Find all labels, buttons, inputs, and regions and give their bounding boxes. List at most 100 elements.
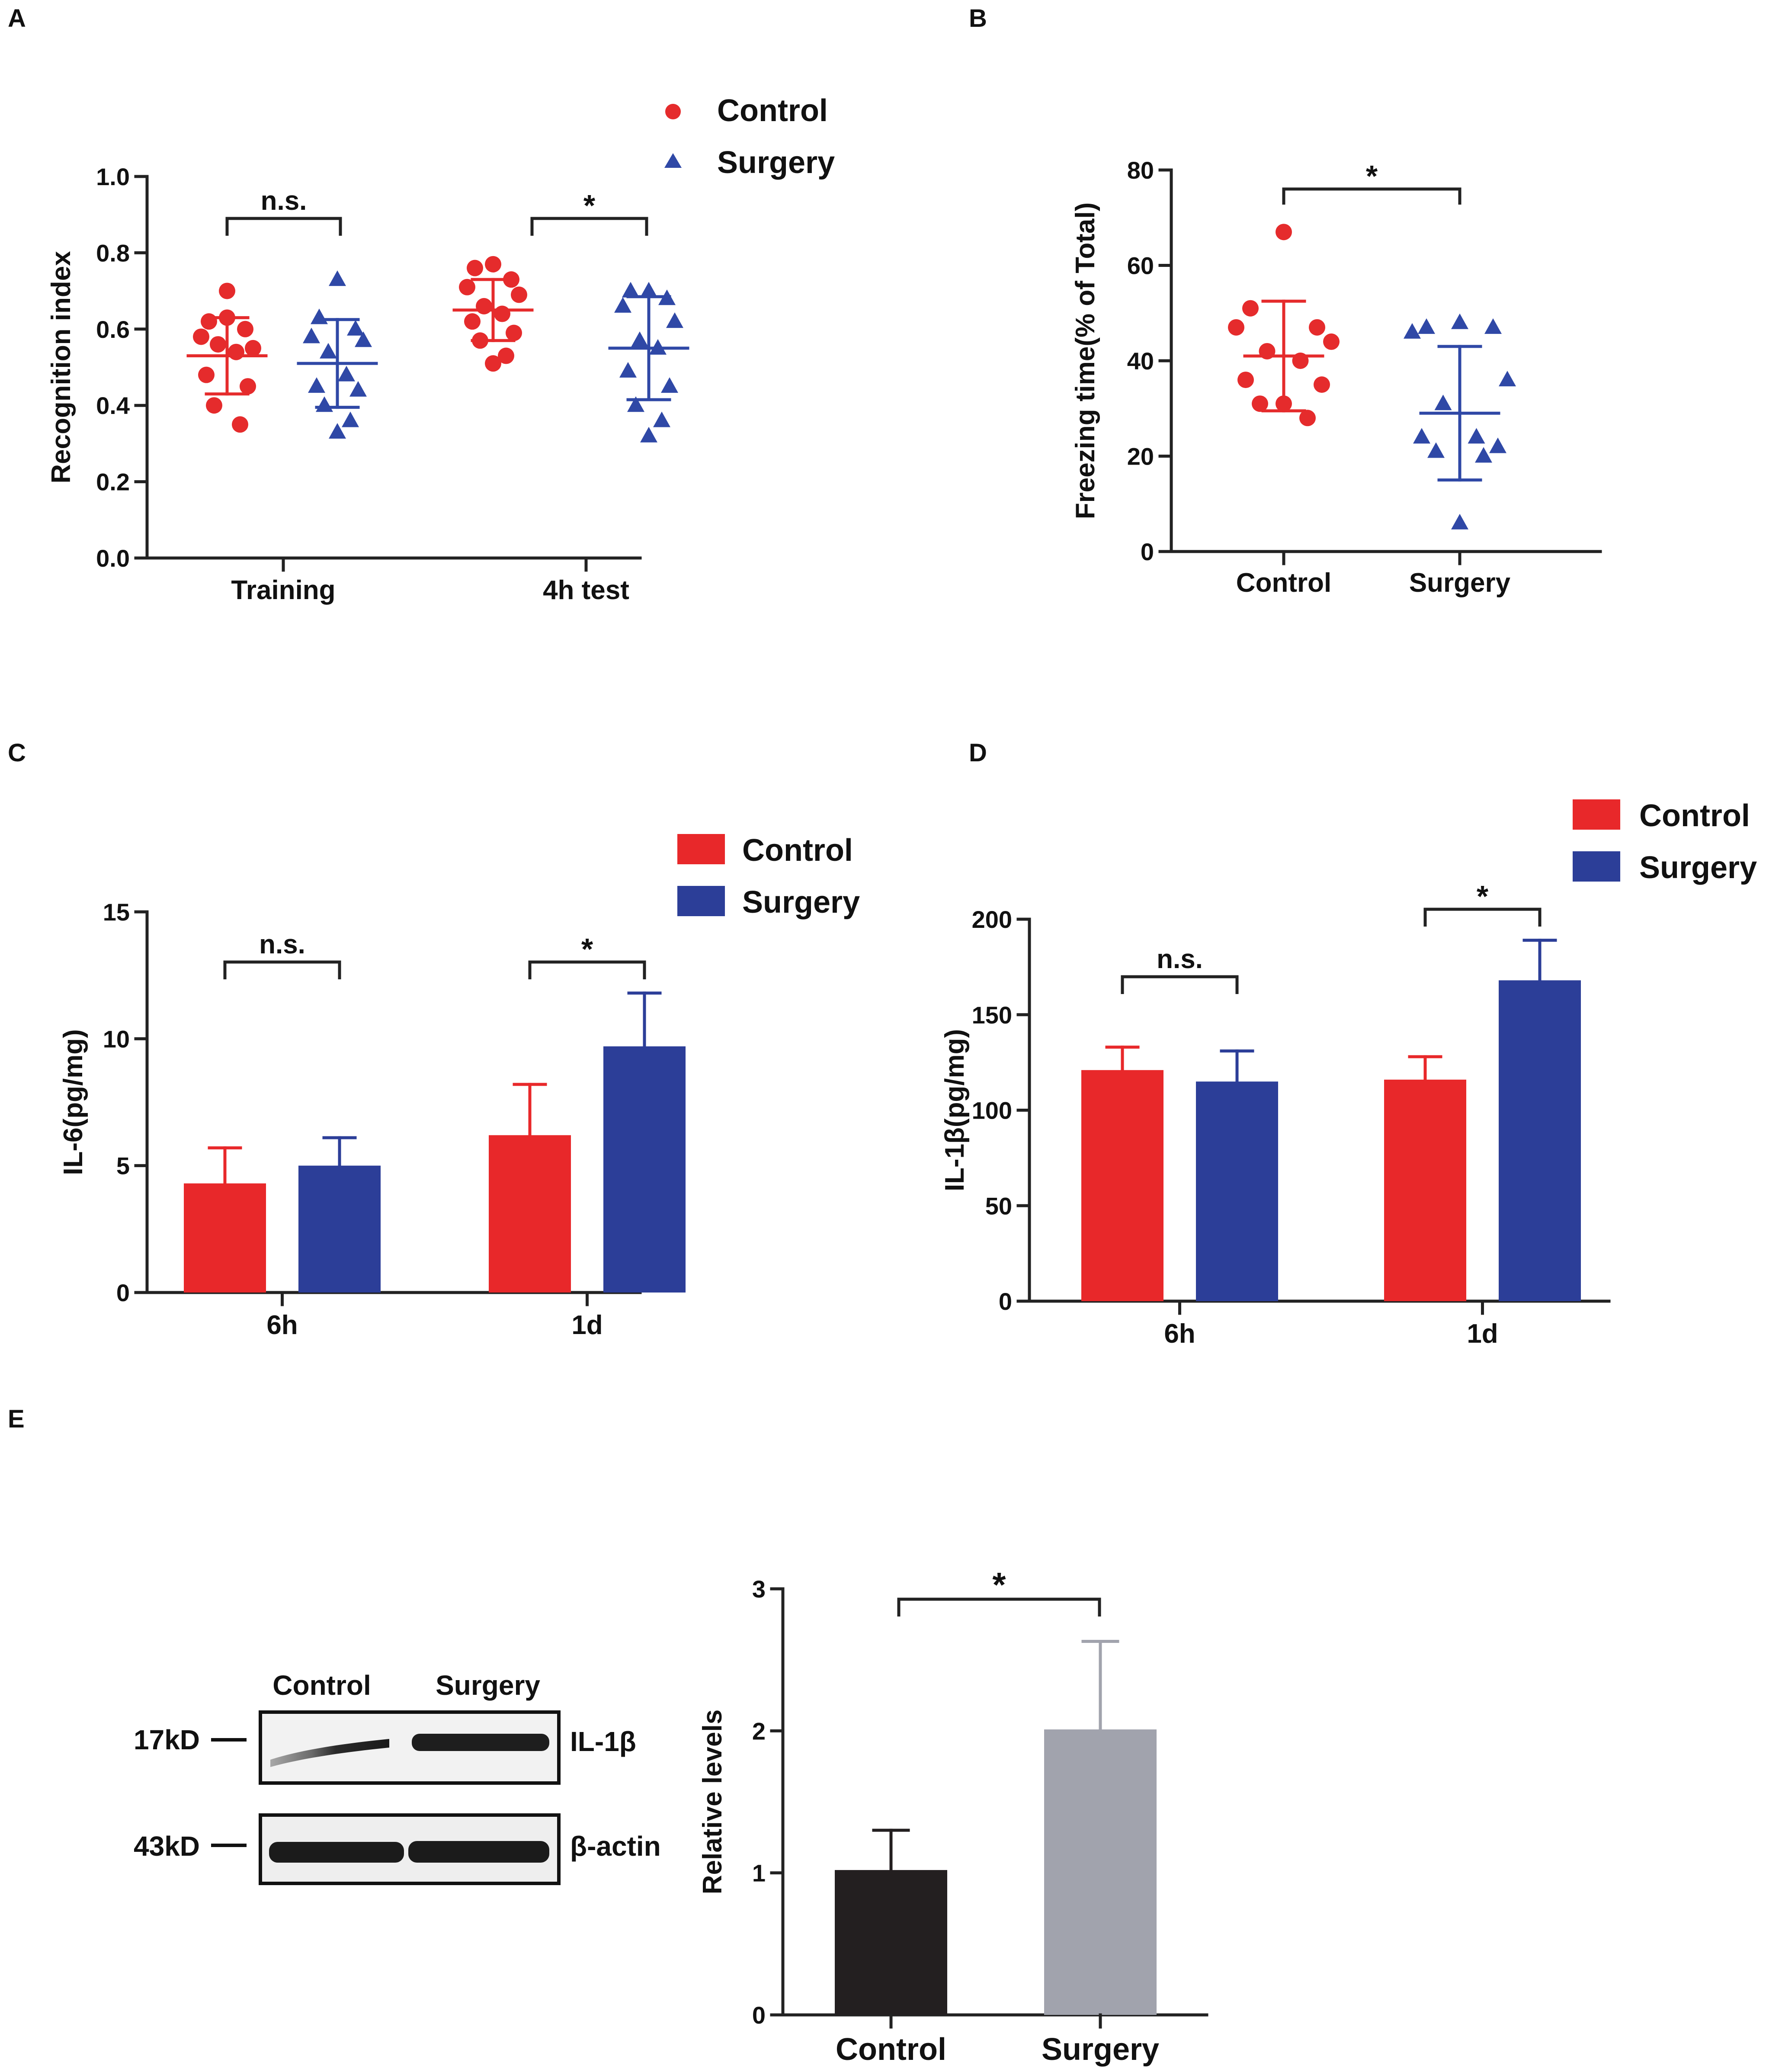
blot-lane-label-control: Control (272, 1670, 371, 1701)
a-point-1-7 (308, 377, 325, 393)
b-y-axis-label: Freezing time(% of Total) (1070, 202, 1100, 520)
a-point-0-11 (219, 309, 235, 326)
a-point-3-3 (614, 297, 631, 313)
c-x-tick-label-1: 1d (571, 1310, 603, 1340)
a-point-2-1 (467, 260, 483, 276)
a-point-3-0 (640, 282, 657, 298)
panel-b-freezing-time: 0 20 40 60 80 Freezing time(% of Total) Contro… (1070, 157, 1602, 598)
d-bar-0-0 (1081, 1070, 1163, 1301)
d-y-tick-label-1: 50 (985, 1192, 1012, 1219)
a-y-tick-label-0: 0.0 (96, 545, 130, 572)
panel-letter-d: D (969, 739, 987, 767)
b-bracket-0 (1282, 187, 1462, 205)
d-significance-0: n.s. (1157, 944, 1203, 974)
c-y-tick-label-3: 15 (103, 898, 130, 926)
legend-a-surgery-label: Surgery (717, 145, 835, 180)
d-y-tick-label-4: 200 (972, 906, 1012, 933)
b-point-0-1 (1242, 300, 1259, 317)
b-significance-0: * (1366, 159, 1378, 193)
legend-d-control-swatch (1573, 799, 1620, 830)
panel-d-legend: Control Surgery (1573, 799, 1757, 885)
b-y-tick-label-1: 20 (1127, 443, 1154, 470)
b-point-1-7 (1413, 428, 1430, 444)
b-point-1-3 (1404, 323, 1421, 339)
a-point-3-4 (666, 312, 683, 328)
a-point-3-6 (649, 339, 667, 355)
blot-il1b-protein: IL-1β (570, 1726, 636, 1757)
b-x-tick-label-1: Surgery (1409, 568, 1511, 598)
a-point-0-10 (232, 416, 248, 433)
d-bracket-1 (1423, 908, 1542, 927)
b-point-0-10 (1299, 410, 1316, 427)
a-point-2-0 (485, 256, 501, 273)
c-y-tick-label-1: 5 (116, 1152, 130, 1180)
b-point-1-4 (1499, 371, 1516, 387)
a-point-1-11 (329, 423, 346, 439)
a-y-tick-label-2: 0.4 (96, 392, 130, 419)
a-point-1-2 (347, 320, 364, 336)
legend-c-surgery-label: Surgery (742, 885, 860, 920)
c-bracket-0 (223, 960, 341, 979)
a-point-3-10 (653, 411, 670, 427)
b-point-0-9 (1252, 395, 1268, 412)
c-y-tick-label-2: 10 (103, 1025, 130, 1052)
e-bar-1 (1044, 1729, 1157, 2015)
d-significance-1: * (1477, 879, 1489, 913)
b-point-1-6 (1468, 428, 1485, 444)
panel-letter-c: C (8, 739, 26, 767)
blot-il1b-band-surgery (412, 1734, 549, 1751)
panel-a-recognition-index: 0.0 0.2 0.4 0.6 0.8 1.0 Recognition index Train… (46, 163, 689, 605)
a-point-1-8 (349, 381, 367, 397)
b-y-tick-label-3: 60 (1127, 252, 1154, 279)
c-x-tick-label-0: 6h (266, 1310, 298, 1340)
a-point-1-3 (303, 327, 320, 343)
e-x-tick-label-1: Surgery (1042, 2032, 1159, 2067)
panel-c-legend: Control Surgery (677, 833, 860, 920)
a-point-0-0 (219, 282, 235, 299)
a-point-2-4 (511, 286, 527, 303)
c-bar-1-1 (603, 1046, 686, 1293)
a-point-2-10 (498, 347, 514, 364)
c-bar-0-1 (298, 1165, 381, 1293)
a-point-3-5 (631, 331, 648, 347)
e-y-axis-label: Relative levels (698, 1710, 728, 1894)
legend-d-control-label: Control (1639, 799, 1750, 833)
c-bar-1-0 (489, 1135, 571, 1293)
b-point-1-1 (1418, 318, 1435, 334)
d-x-tick-label-1: 1d (1467, 1319, 1498, 1349)
panel-a-legend: Control Surgery (664, 93, 835, 180)
b-y-tick-label-0: 0 (1141, 538, 1154, 565)
b-point-1-2 (1484, 318, 1502, 334)
a-point-0-3 (193, 328, 209, 345)
b-point-0-4 (1323, 333, 1340, 350)
blot-il1b-marker: 17kD (134, 1724, 200, 1755)
b-point-0-7 (1237, 372, 1254, 388)
a-point-1-4 (355, 331, 372, 347)
d-bracket-0 (1121, 975, 1239, 994)
c-significance-0: n.s. (259, 930, 305, 959)
b-point-1-10 (1475, 447, 1492, 463)
a-point-3-1 (622, 282, 639, 298)
a-x-tick-label-0: Training (231, 575, 335, 605)
a-point-3-11 (640, 427, 657, 443)
e-significance-0: * (992, 1565, 1006, 1604)
a-point-0-7 (198, 366, 215, 383)
e-y-tick-label-0: 0 (752, 2001, 766, 2029)
legend-d-surgery-label: Surgery (1639, 850, 1757, 885)
e-bar-0 (835, 1870, 947, 2015)
a-significance-1: * (583, 189, 596, 222)
blot-actin-band-control (269, 1842, 404, 1863)
c-bar-0-0 (184, 1183, 266, 1293)
c-y-tick-label-0: 0 (116, 1279, 130, 1306)
a-significance-0: n.s. (261, 186, 307, 216)
a-point-2-3 (459, 279, 475, 295)
b-point-1-11 (1451, 513, 1468, 529)
c-significance-1: * (581, 932, 593, 966)
b-point-0-5 (1259, 343, 1276, 359)
legend-d-surgery-swatch (1573, 851, 1620, 882)
a-point-3-9 (627, 396, 644, 412)
blot-actin-protein: β-actin (570, 1831, 661, 1862)
d-y-tick-label-3: 150 (972, 1001, 1012, 1029)
e-x-tick-label-0: Control (836, 2032, 946, 2067)
